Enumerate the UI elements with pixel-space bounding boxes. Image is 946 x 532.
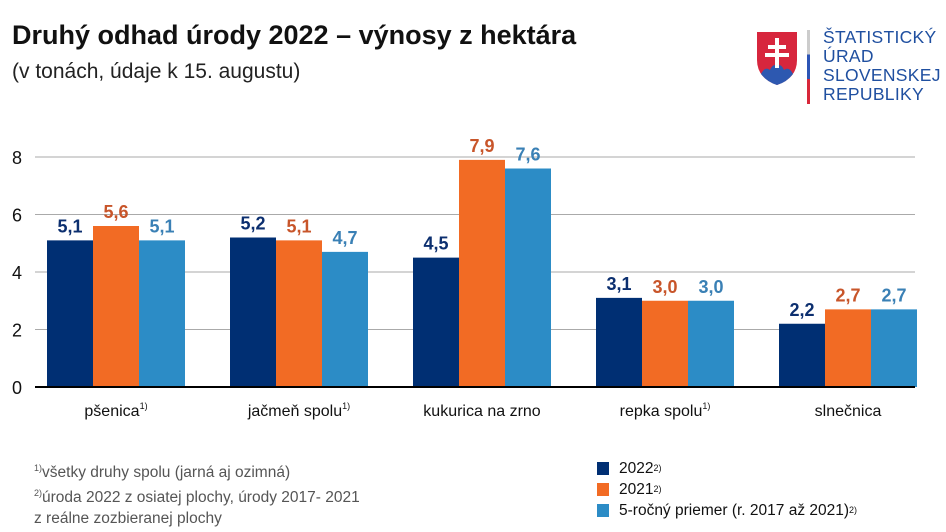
bar-5-ročný priemer (r. 2017 až 2021)	[505, 168, 551, 387]
bar-2021	[825, 309, 871, 387]
data-label: 5,1	[57, 216, 82, 236]
bar-2022	[230, 237, 276, 387]
footnote-mark: 2)	[34, 488, 43, 498]
bar-2022	[779, 323, 825, 387]
data-label: 2,7	[881, 285, 906, 305]
y-tick-label: 2	[12, 321, 22, 341]
logo-line: ŠTATISTICKÝ	[823, 27, 937, 47]
bar-2022	[47, 240, 93, 387]
y-tick-label: 6	[12, 206, 22, 226]
data-label: 4,5	[423, 234, 448, 254]
x-tick-label: pšenica1)	[84, 401, 147, 420]
data-label: 7,9	[469, 136, 494, 156]
footnote-2-cont: z reálne zozbieranej plochy	[34, 510, 222, 527]
data-label: 5,1	[286, 216, 311, 236]
bar-chart: 0 2 4 6 8 5,1 5,6 5,1 pšenica1) 5,2 5,1 4,7 jačmeň s…	[12, 136, 917, 420]
susr-logo: ŠTATISTICKÝ ÚRAD SLOVENSKEJ REPUBLIKY	[755, 28, 945, 108]
logo-divider	[807, 30, 810, 104]
legend-item-average: 5-ročný priemer (r. 2017 až 2021) 2)	[597, 500, 857, 521]
footnote-text: úroda 2022 z osiatej plochy, úrody 2017-…	[42, 489, 360, 506]
footnote-1: 1)všetky druhy spolu (jarná aj ozimná)	[34, 458, 360, 483]
legend-item-2022: 2022 2)	[597, 458, 857, 479]
bar-2021	[459, 159, 505, 387]
legend-note: 2)	[849, 505, 858, 515]
data-label: 7,6	[515, 145, 540, 165]
y-tick-label: 0	[12, 378, 22, 398]
logo-text: ŠTATISTICKÝ ÚRAD SLOVENSKEJ REPUBLIKY	[823, 28, 941, 104]
legend-note: 2)	[653, 463, 662, 473]
category-note: 1)	[342, 401, 350, 411]
legend-swatch	[597, 483, 609, 496]
legend-swatch	[597, 504, 609, 517]
coat-of-arms-icon	[757, 32, 797, 85]
legend-swatch	[597, 462, 609, 475]
legend: 2022 2) 2021 2) 5-ročný priemer (r. 2017 a…	[597, 458, 857, 521]
chart-title: Druhý odhad úrody 2022 – výnosy z hektár…	[12, 20, 577, 50]
footnotes: 1)všetky druhy spolu (jarná aj ozimná) 2…	[34, 458, 360, 529]
footnote-2: 2)úroda 2022 z osiatej plochy, úrody 201…	[34, 483, 360, 508]
y-tick-label: 4	[12, 263, 22, 283]
chart-subtitle: (v tonách, údaje k 15. augustu)	[12, 60, 301, 83]
data-label: 3,1	[606, 274, 631, 294]
bar-2021	[276, 240, 322, 387]
data-label: 3,0	[652, 277, 677, 297]
legend-label: 5-ročný priemer (r. 2017 až 2021)	[619, 502, 850, 519]
bar-2021	[642, 300, 688, 387]
data-label: 2,7	[835, 285, 860, 305]
data-label: 3,0	[698, 277, 723, 297]
x-tick-label: repka spolu1)	[620, 401, 711, 420]
footnote-mark: 1)	[34, 463, 43, 473]
legend-label: 2022	[619, 460, 654, 477]
bar-2022	[596, 297, 642, 387]
x-tick-label: kukurica na zrno	[423, 403, 540, 420]
y-tick-label: 8	[12, 148, 22, 168]
bar-2021	[93, 226, 139, 387]
data-label: 5,6	[103, 202, 128, 222]
logo-line: SLOVENSKEJ	[823, 65, 941, 85]
bar-2022	[413, 257, 459, 387]
logo-line: REPUBLIKY	[823, 84, 924, 104]
legend-note: 2)	[653, 484, 662, 494]
legend-item-2021: 2021 2)	[597, 479, 857, 500]
bar-5-ročný priemer (r. 2017 až 2021)	[871, 309, 917, 387]
category-note: 1)	[140, 401, 148, 411]
category-note: 1)	[702, 401, 710, 411]
legend-label: 2021	[619, 481, 654, 498]
data-label: 2,2	[789, 300, 814, 320]
data-label: 5,1	[149, 216, 174, 236]
x-tick-label: jačmeň spolu1)	[247, 401, 350, 420]
x-tick-label: slnečnica	[815, 403, 882, 420]
bar-5-ročný priemer (r. 2017 až 2021)	[139, 240, 185, 387]
bar-5-ročný priemer (r. 2017 až 2021)	[688, 300, 734, 387]
bar-5-ročný priemer (r. 2017 až 2021)	[322, 251, 368, 387]
data-label: 4,7	[332, 228, 357, 248]
logo-line: ÚRAD	[823, 46, 874, 66]
data-label: 5,2	[240, 214, 265, 234]
footnote-text: všetky druhy spolu (jarná aj ozimná)	[42, 464, 291, 481]
